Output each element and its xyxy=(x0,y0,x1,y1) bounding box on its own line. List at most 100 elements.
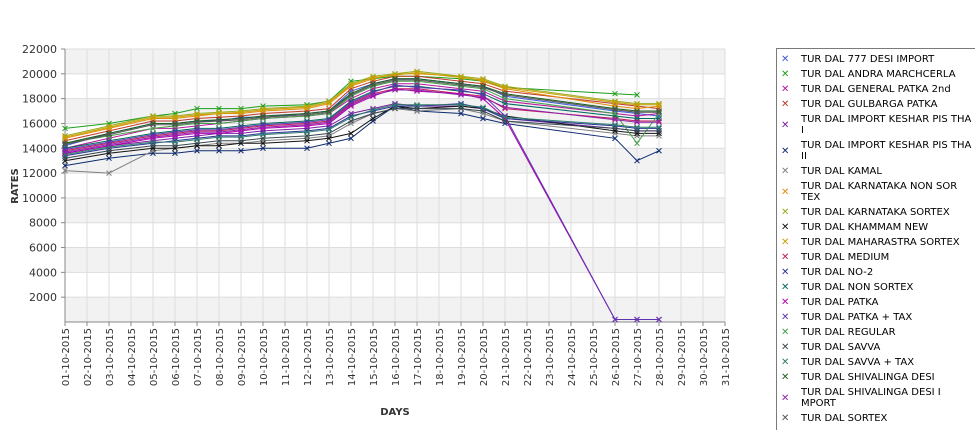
x-tick-label: 01-10-2015 xyxy=(61,328,72,386)
y-tick-label: 14000 xyxy=(22,142,57,155)
legend-label: TUR DAL ANDRA MARCHCERLA xyxy=(801,69,956,80)
data-point xyxy=(656,133,662,139)
x-tick-labels: 01-10-2015 02-10-2015 03-10-2015 04-10-2015… xyxy=(61,328,732,386)
x-tick-label: 20-10-2015 xyxy=(479,328,490,386)
data-point xyxy=(634,133,640,139)
y-tick-label: 4000 xyxy=(29,266,57,279)
data-point xyxy=(612,135,618,142)
x-tick-label: 03-10-2015 xyxy=(105,328,116,386)
legend-item: ✕ TUR DAL KARNATAKA SORTEX xyxy=(777,207,975,218)
data-point xyxy=(260,140,266,147)
data-point xyxy=(458,92,464,98)
data-point xyxy=(612,106,618,113)
series-line xyxy=(64,79,659,145)
y-tick-label: 10000 xyxy=(22,192,57,205)
series-20 xyxy=(62,87,662,155)
data-point xyxy=(172,131,178,138)
series-line xyxy=(64,72,659,138)
data-point xyxy=(106,141,112,148)
data-point xyxy=(304,119,310,126)
series-13 xyxy=(62,83,662,152)
legend-marker-icon: ✕ xyxy=(781,372,790,383)
data-point xyxy=(656,147,662,154)
data-point xyxy=(414,108,420,114)
legend-marker-icon: ✕ xyxy=(781,413,790,424)
legend-label: TUR DAL SORTEX xyxy=(801,413,888,424)
x-tick-label: 10-10-2015 xyxy=(259,328,270,386)
data-point xyxy=(216,142,222,149)
y-tick-label: 22000 xyxy=(22,43,57,56)
data-point xyxy=(260,131,266,138)
series-line xyxy=(64,73,660,139)
legend-label: TUR DAL SAVVA xyxy=(801,342,881,353)
data-point xyxy=(458,110,464,117)
data-point xyxy=(62,149,68,155)
x-tick-label: 22-10-2015 xyxy=(523,328,534,386)
data-point xyxy=(304,137,310,144)
legend-marker-icon: ✕ xyxy=(781,252,790,263)
data-point xyxy=(414,70,420,77)
data-point xyxy=(656,316,662,323)
data-point xyxy=(502,84,508,91)
data-point xyxy=(348,135,354,142)
data-point xyxy=(348,82,354,88)
data-point xyxy=(216,147,222,154)
data-point xyxy=(172,121,178,128)
legend-label: TUR DAL REGULAR xyxy=(801,327,896,338)
legend-marker-icon: ✕ xyxy=(781,357,790,368)
series-line xyxy=(64,85,659,149)
data-point xyxy=(216,140,222,147)
x-tick-label: 17-10-2015 xyxy=(413,328,424,386)
data-point xyxy=(62,162,68,169)
x-tick-label: 11-10-2015 xyxy=(281,328,292,386)
data-point xyxy=(634,109,640,116)
data-point xyxy=(392,87,398,93)
data-point xyxy=(260,124,266,131)
series-line xyxy=(64,80,660,145)
legend-label: TUR DAL IMPORT KESHAR PIS THA I xyxy=(801,114,972,136)
data-point xyxy=(634,92,640,98)
legend-label: TUR DAL SAVVA + TAX xyxy=(801,357,915,368)
data-point xyxy=(414,77,420,83)
legend-label: TUR DAL GENERAL PATKA 2nd xyxy=(801,84,951,95)
data-point xyxy=(326,110,332,117)
x-tick-label: 06-10-2015 xyxy=(171,328,182,386)
data-point xyxy=(216,126,222,133)
data-point xyxy=(260,121,266,128)
data-point xyxy=(62,133,68,139)
legend-item: ✕ TUR DAL SORTEX xyxy=(777,413,975,424)
legend-item: ✕ TUR DAL KARNATAKA NON SOR TEX xyxy=(777,181,975,203)
legend-item: ✕ TUR DAL MAHARASTRA SORTEX xyxy=(777,237,975,248)
legend-item: ✕ TUR DAL MEDIUM xyxy=(777,252,975,263)
data-point xyxy=(238,116,244,123)
data-point xyxy=(216,129,222,135)
data-point xyxy=(348,90,354,97)
legend-item: ✕ TUR DAL SAVVA + TAX xyxy=(777,357,975,368)
series-line xyxy=(64,88,659,152)
data-point xyxy=(172,129,178,135)
data-point xyxy=(656,124,662,131)
data-point xyxy=(392,77,398,83)
x-tick-label: 31-10-2015 xyxy=(721,328,732,386)
legend-marker-icon: ✕ xyxy=(781,69,790,80)
series-line xyxy=(64,104,659,155)
data-point xyxy=(106,124,112,131)
legend-marker-icon: ✕ xyxy=(781,186,790,198)
y-axis-label: RATES xyxy=(10,168,21,204)
data-point xyxy=(194,111,200,118)
data-point xyxy=(656,130,662,137)
x-tick-label: 16-10-2015 xyxy=(391,328,402,386)
data-point xyxy=(480,104,486,111)
data-point xyxy=(216,110,222,117)
series-19 xyxy=(62,75,662,147)
x-tick-label: 07-10-2015 xyxy=(193,328,204,386)
data-point xyxy=(480,94,486,101)
data-point xyxy=(194,136,200,143)
x-tick-label: 28-10-2015 xyxy=(655,328,666,386)
legend-label: TUR DAL IMPORT KESHAR PIS THA II xyxy=(801,140,972,162)
data-point xyxy=(150,121,156,128)
legend-marker-icon: ✕ xyxy=(781,327,790,338)
series-line xyxy=(64,89,659,153)
y-tick-labels: 2000 4000 6000 8000 10000 12000 14000 16000 1800… xyxy=(22,43,57,304)
